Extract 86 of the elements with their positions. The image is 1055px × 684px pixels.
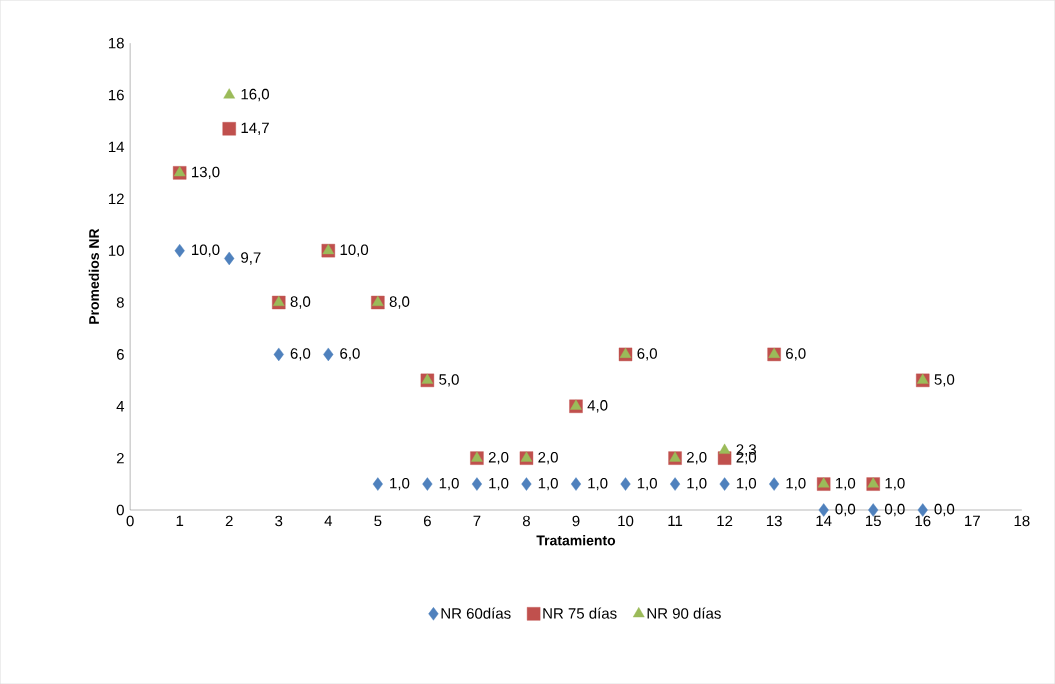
- y-tick-label: 6: [116, 349, 124, 360]
- point: [224, 251, 235, 266]
- point: [768, 347, 780, 358]
- point: [619, 347, 632, 358]
- data-label: 1,0: [538, 477, 558, 491]
- point: [769, 477, 780, 491]
- x-tick-label: 0: [126, 515, 134, 527]
- legend-label: NR 75 días: [543, 607, 617, 619]
- data-label: 5,0: [439, 374, 459, 387]
- data-label: 10,0: [340, 244, 369, 257]
- point: [521, 477, 532, 491]
- point: [323, 347, 334, 362]
- y-tick-label: 12: [108, 193, 124, 204]
- data-label: 13,0: [192, 166, 220, 179]
- point: [570, 477, 582, 491]
- x-tick-label: 5: [374, 515, 382, 527]
- data-label: 2,0: [488, 451, 509, 465]
- point: [372, 295, 384, 306]
- data-label: 0,0: [934, 503, 955, 517]
- data-label: 1,0: [588, 477, 608, 491]
- x-tick-label: 8: [522, 515, 530, 527]
- data-label: 1,0: [836, 477, 856, 491]
- data-label: 1,0: [390, 477, 410, 491]
- point: [223, 88, 236, 99]
- point: [719, 477, 730, 491]
- data-label: 9,7: [241, 252, 261, 265]
- data-label: 1,0: [885, 477, 905, 491]
- x-tick-label: 6: [423, 515, 431, 527]
- legend-label: NR 60días: [441, 607, 511, 619]
- point: [669, 477, 681, 491]
- x-tick-label: 17: [965, 515, 980, 526]
- y-axis-title: Promedios NR: [88, 228, 99, 324]
- data-label: 14,7: [241, 122, 269, 135]
- data-label: 6,0: [340, 348, 360, 361]
- x-tick-label: 18: [1014, 515, 1030, 527]
- data-label: 0,0: [885, 503, 905, 517]
- data-label: 1,0: [786, 477, 806, 491]
- data-label: 1,0: [489, 477, 509, 491]
- x-tick-label: 16: [915, 515, 931, 527]
- x-tick-label: 2: [225, 515, 233, 527]
- x-tick-label: 14: [816, 515, 832, 526]
- data-label: 10,0: [192, 244, 220, 257]
- y-tick-label: 2: [116, 452, 124, 464]
- data-label: 4,0: [587, 400, 608, 413]
- y-tick-label: 0: [116, 504, 124, 516]
- point: [620, 477, 631, 491]
- x-tick-label: 9: [572, 515, 580, 527]
- y-tick-label: 16: [108, 89, 124, 101]
- point: [718, 443, 731, 454]
- x-tick-label: 12: [717, 515, 733, 527]
- data-label: 16,0: [241, 88, 270, 102]
- data-label: 1,0: [736, 477, 757, 491]
- point: [422, 477, 433, 491]
- y-tick-label: 10: [108, 245, 124, 256]
- data-label: 8,0: [290, 296, 311, 309]
- x-tick-label: 11: [668, 515, 683, 526]
- data-label: 2,0: [538, 451, 558, 465]
- point: [272, 295, 285, 306]
- y-tick-label: 18: [108, 37, 124, 49]
- data-label: 1,0: [637, 477, 657, 491]
- point: [273, 347, 284, 362]
- data-label: 5,0: [934, 374, 955, 387]
- x-tick-label: 7: [473, 515, 481, 526]
- y-tick-label: 4: [116, 401, 125, 412]
- data-label: 2,0: [687, 451, 707, 465]
- data-label: 6,0: [637, 348, 657, 361]
- point: [174, 243, 185, 258]
- point: [372, 477, 383, 491]
- data-label: 0,0: [835, 503, 856, 517]
- x-tick-label: 3: [275, 515, 283, 527]
- data-label: 1,0: [687, 477, 707, 491]
- x-tick-label: 10: [618, 515, 634, 527]
- x-tick-label: 1: [176, 515, 184, 526]
- data-label: 1,0: [439, 477, 459, 491]
- y-tick-label: 14: [108, 141, 125, 153]
- point: [471, 477, 482, 491]
- data-label: 6,0: [786, 348, 806, 361]
- data-label: 8,0: [389, 296, 410, 309]
- y-tick-label: 8: [116, 297, 124, 308]
- x-tick-label: 4: [324, 515, 333, 526]
- x-axis-title: Tratamiento: [536, 535, 616, 546]
- x-tick-label: 15: [866, 515, 881, 527]
- x-tick-label: 13: [766, 515, 782, 527]
- point: [222, 122, 236, 136]
- data-label: 6,0: [290, 348, 311, 361]
- legend-label: NR 90 días: [647, 607, 721, 619]
